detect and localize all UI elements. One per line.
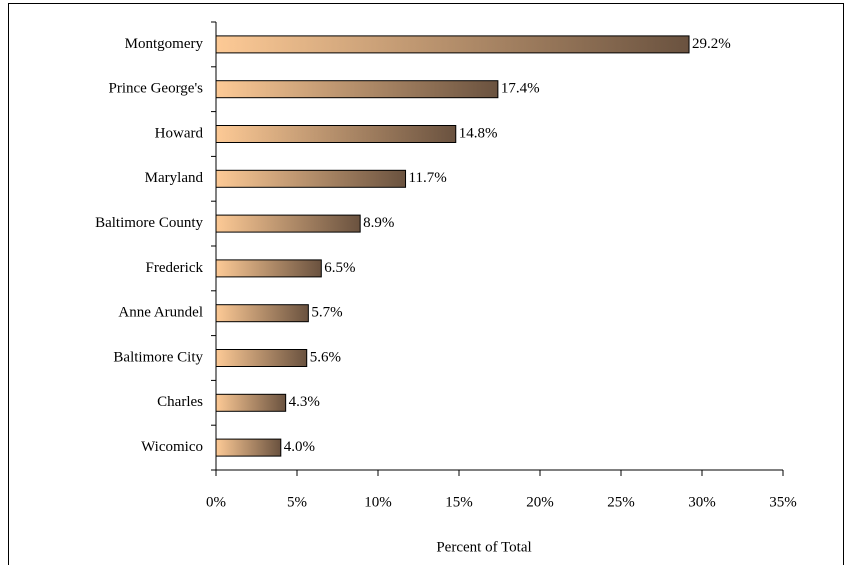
bar	[215, 214, 361, 233]
x-tick-label: 30%	[688, 494, 716, 510]
y-tick-label: Prince George's	[109, 81, 204, 97]
bar	[215, 169, 407, 188]
y-tick-label: Maryland	[145, 170, 204, 186]
y-tick-label: Frederick	[146, 260, 204, 276]
y-tick-label: Charles	[157, 394, 203, 410]
value-label: 5.7%	[311, 305, 342, 321]
x-tick-label: 35%	[769, 494, 797, 510]
frame	[8, 3, 844, 565]
y-tick-label: Wicomico	[141, 439, 203, 455]
y-tick-label: Anne Arundel	[118, 305, 203, 321]
value-label: 8.9%	[363, 215, 394, 231]
y-tick-label: Baltimore City	[113, 349, 203, 365]
x-tick-label: 15%	[445, 494, 473, 510]
value-label: 14.8%	[459, 125, 498, 141]
bar	[215, 35, 690, 54]
y-tick-label: Montgomery	[125, 36, 204, 52]
value-label: 29.2%	[692, 36, 731, 52]
y-tick-label: Baltimore County	[95, 215, 203, 231]
bar	[215, 349, 308, 367]
bar	[215, 393, 287, 412]
value-label: 17.4%	[501, 81, 540, 97]
value-label: 11.7%	[409, 170, 447, 186]
x-tick-label: 0%	[206, 494, 226, 510]
x-tick-label: 5%	[287, 494, 307, 510]
bar	[215, 80, 499, 99]
x-tick-label: 10%	[364, 494, 392, 510]
x-tick-label: 20%	[526, 494, 554, 510]
value-label: 4.0%	[284, 439, 315, 455]
value-label: 5.6%	[310, 349, 341, 365]
bar	[215, 304, 309, 323]
x-axis-title: Percent of Total	[436, 539, 531, 555]
value-label: 6.5%	[324, 260, 355, 276]
bar	[215, 438, 282, 457]
y-tick-label: Howard	[155, 125, 204, 141]
bar	[215, 259, 322, 278]
x-tick-label: 25%	[607, 494, 635, 510]
bar	[215, 125, 457, 143]
value-label: 4.3%	[289, 394, 320, 410]
